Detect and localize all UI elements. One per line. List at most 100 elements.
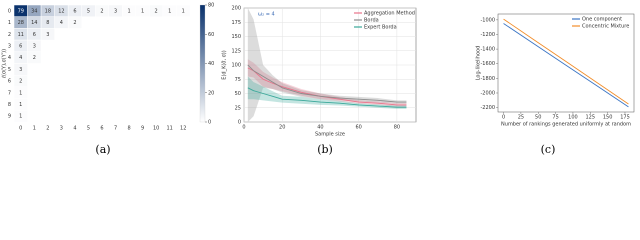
x-tick-label: 0	[242, 125, 245, 131]
y-tick-label: 4	[8, 55, 11, 61]
cell-label: 3	[33, 43, 36, 49]
legend-label: Borda	[364, 18, 379, 24]
y-tick-label: 200	[231, 6, 241, 12]
x-tick-label: 10	[153, 126, 159, 132]
y-tick-label: -1600	[480, 61, 495, 67]
y-tick-label: 9	[8, 114, 11, 120]
x-tick-label: 11	[167, 126, 173, 132]
cell-label: 6	[33, 32, 36, 38]
y-tick-label: -1200	[480, 32, 495, 38]
y-tick-label: 125	[231, 48, 241, 54]
cell-label: 14	[31, 20, 37, 26]
cell-label: 1	[19, 102, 22, 108]
cell-label: 2	[33, 55, 36, 61]
heatmap-cell	[40, 28, 55, 41]
y-tick-label: 0	[8, 8, 11, 14]
heatmap-cell	[27, 51, 42, 64]
x-tick-label: 4	[73, 126, 76, 132]
series-line	[247, 67, 407, 106]
cell-label: 3	[19, 67, 22, 73]
y-tick-label: 150	[231, 34, 241, 40]
colorbar	[199, 4, 206, 123]
cell-label: 1	[127, 8, 130, 14]
x-axis-label: Number of rankings generated uniformly a…	[501, 122, 631, 128]
caption: (c)	[541, 143, 556, 156]
cell-label: 8	[46, 20, 49, 26]
x-tick-label: 75	[552, 115, 558, 121]
figure: (a) (b) (c) 79 34 18 12 6 5 2 3 1 1 2 1 128 14 8 4 211 6 3…	[2, 3, 635, 156]
x-tick-label: 6	[100, 126, 103, 132]
heatmap-cell	[67, 16, 82, 29]
y-axis-label: ℓ(σ(Y),σ(Y'))	[2, 49, 8, 79]
annotation: ω₂ = 4	[258, 12, 275, 18]
cell-label: 12	[58, 8, 64, 14]
y-axis-label: E(d_K(σ̂, σ))	[222, 50, 228, 79]
cell-label: 6	[73, 8, 76, 14]
x-tick-label: 7	[114, 126, 117, 132]
y-tick-label: 25	[235, 105, 241, 111]
x-tick-label: 25	[518, 115, 524, 121]
colorbar-tick-label: 20	[208, 90, 214, 96]
cell-label: 6	[19, 43, 22, 49]
cell-label: 2	[100, 8, 103, 14]
y-tick-label: 75	[235, 77, 241, 83]
y-tick-label: -1800	[480, 76, 495, 82]
x-tick-label: 5	[87, 126, 90, 132]
x-tick-label: 40	[317, 125, 323, 131]
cell-label: 79	[18, 8, 24, 14]
cell-label: 4	[19, 55, 22, 61]
cell-label: 3	[114, 8, 117, 14]
x-tick-label: 0	[19, 126, 22, 132]
y-tick-label: 1	[8, 20, 11, 26]
cell-label: 1	[19, 114, 22, 120]
x-tick-label: 9	[141, 126, 144, 132]
series-line	[503, 23, 629, 108]
heatmap-cell	[176, 4, 191, 17]
series-line	[247, 64, 407, 103]
x-tick-label: 12	[180, 126, 186, 132]
cell-label: 2	[19, 79, 22, 85]
x-tick-label: 1	[33, 126, 36, 132]
y-axis-label: Log-likelihood	[476, 46, 482, 81]
confidence-band	[247, 76, 407, 109]
x-tick-label: 50	[535, 115, 541, 121]
y-tick-label: 100	[231, 63, 241, 69]
cell-label: 1	[168, 8, 171, 14]
colorbar-tick-label: 80	[208, 3, 214, 9]
caption: (b)	[317, 143, 333, 156]
cell-label: 4	[60, 20, 63, 26]
cell-label: 18	[45, 8, 51, 14]
x-tick-label: 125	[586, 115, 596, 121]
cell-label: 34	[31, 8, 37, 14]
y-tick-label: 50	[235, 91, 241, 97]
y-tick-label: -1000	[480, 17, 495, 23]
y-tick-label: 0	[238, 120, 241, 126]
cell-label: 2	[155, 8, 158, 14]
x-tick-label: 2	[46, 126, 49, 132]
y-tick-label: -2000	[480, 90, 495, 96]
heatmap-cell	[13, 110, 28, 123]
x-tick-label: 80	[394, 125, 400, 131]
y-tick-label: 7	[8, 90, 11, 96]
cell-label: 11	[18, 32, 24, 38]
cell-label: 1	[182, 8, 185, 14]
cell-label: 2	[73, 20, 76, 26]
y-tick-label: 2	[8, 32, 11, 38]
cell-label: 28	[18, 20, 24, 26]
x-tick-label: 60	[355, 125, 361, 131]
cell-label: 5	[87, 8, 90, 14]
x-tick-label: 100	[568, 115, 578, 121]
legend-label: One component	[582, 17, 622, 23]
confidence-band	[247, 8, 407, 122]
x-tick-label: 20	[279, 125, 285, 131]
colorbar-tick-label: 60	[208, 32, 214, 38]
colorbar-tick-label: 40	[208, 61, 214, 67]
series-line	[503, 18, 629, 105]
legend-label: Aggregation Method	[364, 11, 415, 17]
caption: (a)	[95, 143, 110, 156]
y-tick-label: -2200	[480, 105, 495, 111]
x-axis-label: Sample size	[315, 132, 345, 138]
cell-label: 1	[141, 8, 144, 14]
x-tick-label: 8	[127, 126, 130, 132]
y-tick-label: 3	[8, 43, 11, 49]
